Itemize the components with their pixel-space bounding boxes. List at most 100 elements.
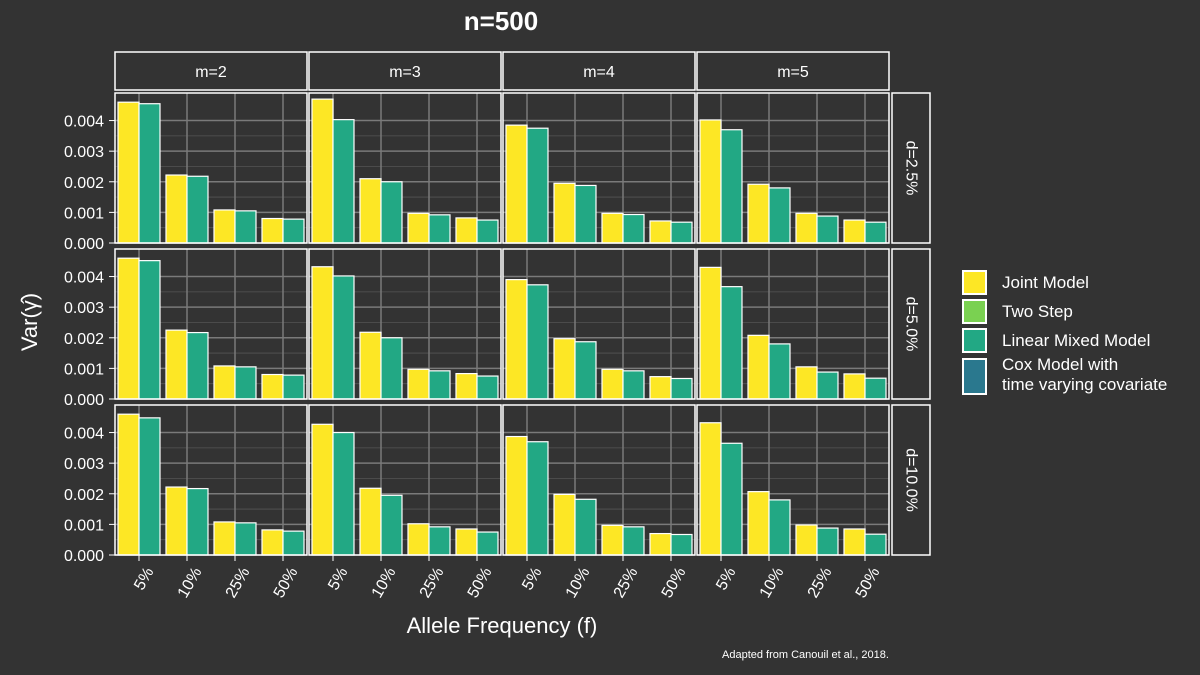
bar-joint-model (843, 219, 866, 244)
x-tick-label: 25% (805, 565, 836, 601)
bar-linear-mixed-model (186, 487, 209, 556)
x-tick-label: 25% (611, 565, 642, 601)
bar-joint-model (747, 491, 770, 556)
y-tick-label: 0.002 (64, 487, 104, 504)
bar-joint-model (407, 523, 430, 556)
panel-border (502, 248, 696, 400)
bar-joint-model (117, 101, 140, 244)
chart-title: n=500 (463, 6, 539, 36)
facet-strip-label: m=5 (777, 64, 809, 81)
bar-joint-model (165, 174, 188, 244)
bar-linear-mixed-model (476, 531, 499, 556)
x-axis-label: Allele Frequency (f) (406, 613, 598, 638)
y-axis-label: Var(γ̂) (17, 292, 42, 352)
y-tick-label: 0.000 (64, 392, 104, 409)
bar-linear-mixed-model (864, 377, 887, 400)
bar-joint-model (699, 119, 722, 244)
bar-linear-mixed-model (138, 417, 161, 556)
bar-joint-model (795, 524, 818, 556)
bar-linear-mixed-model (332, 119, 355, 244)
x-tick-label: 10% (175, 565, 206, 601)
bar-linear-mixed-model (670, 377, 693, 400)
panel-border (114, 404, 308, 556)
bar-joint-model (601, 368, 624, 400)
bar-linear-mixed-model (282, 374, 305, 400)
bar-linear-mixed-model (186, 175, 209, 244)
bar-joint-model (553, 182, 576, 244)
bar-joint-model (699, 422, 722, 556)
facet-strip-label: m=3 (389, 64, 421, 81)
facet-strip-m=3 (308, 51, 502, 91)
x-tick-label: 10% (757, 565, 788, 601)
bar-linear-mixed-model (526, 284, 549, 400)
x-tick-label: 50% (465, 565, 496, 601)
bar-linear-mixed-model (476, 219, 499, 244)
panel-border (114, 92, 308, 244)
bar-joint-model (311, 423, 334, 556)
legend-label: Joint Model (1002, 273, 1089, 292)
bar-joint-model (649, 220, 672, 244)
bar-joint-model (117, 413, 140, 556)
bar-joint-model (359, 331, 382, 400)
bar-linear-mixed-model (380, 337, 403, 400)
y-tick-label: 0.003 (64, 456, 104, 473)
y-tick-label: 0.000 (64, 236, 104, 253)
bar-linear-mixed-model (380, 494, 403, 556)
panel-border (114, 248, 308, 400)
x-tick-label: 10% (369, 565, 400, 601)
bar-joint-model (359, 487, 382, 556)
bar-joint-model (455, 372, 478, 400)
bar-linear-mixed-model (622, 370, 645, 400)
bar-joint-model (843, 373, 866, 400)
legend-key-linear-mixed-model (962, 328, 987, 353)
bar-linear-mixed-model (186, 331, 209, 400)
facet-strip-label: d=5.0% (903, 297, 920, 352)
bar-linear-mixed-model (864, 221, 887, 244)
y-tick-label: 0.002 (64, 331, 104, 348)
bar-joint-model (311, 266, 334, 400)
x-tick-label: 10% (563, 565, 594, 601)
y-tick-label: 0.002 (64, 175, 104, 192)
bar-linear-mixed-model (816, 371, 839, 400)
bar-joint-model (795, 212, 818, 244)
y-tick-label: 0.004 (64, 426, 104, 443)
x-tick-label: 50% (271, 565, 302, 601)
bar-linear-mixed-model (234, 522, 257, 556)
facet-strip-m=5 (696, 51, 890, 91)
x-tick-label: 5% (325, 565, 351, 594)
x-tick-label: 5% (713, 565, 739, 594)
bar-joint-model (213, 521, 236, 556)
source-caption: Adapted from Canouil et al., 2018. (722, 649, 889, 661)
bar-linear-mixed-model (282, 218, 305, 244)
bar-linear-mixed-model (816, 527, 839, 556)
facet-strip-m=2 (114, 51, 308, 91)
bar-linear-mixed-model (234, 210, 257, 244)
legend-label: Cox Model with time varying covariate (1002, 355, 1168, 394)
bar-linear-mixed-model (768, 499, 791, 556)
y-tick-label: 0.004 (64, 114, 104, 131)
y-tick-label: 0.003 (64, 144, 104, 161)
bar-linear-mixed-model (670, 533, 693, 556)
bar-linear-mixed-model (768, 187, 791, 244)
bar-linear-mixed-model (720, 286, 743, 400)
facet-strip-label: m=2 (195, 64, 227, 81)
bar-joint-model (261, 217, 284, 244)
bar-joint-model (261, 529, 284, 556)
bar-linear-mixed-model (720, 442, 743, 556)
bar-joint-model (699, 266, 722, 400)
x-tick-label: 25% (223, 565, 254, 601)
bar-joint-model (505, 124, 528, 244)
bar-joint-model (407, 212, 430, 244)
panel-border (308, 92, 502, 244)
facet-strip-label: d=10.0% (903, 448, 920, 512)
bar-linear-mixed-model (622, 526, 645, 556)
panel-border (696, 92, 890, 244)
bar-linear-mixed-model (428, 370, 451, 400)
bar-joint-model (843, 528, 866, 556)
bar-linear-mixed-model (574, 341, 597, 400)
panel-border (502, 92, 696, 244)
y-tick-label: 0.001 (64, 361, 104, 378)
legend-key-joint-model (962, 270, 987, 295)
y-tick-label: 0.004 (64, 270, 104, 287)
